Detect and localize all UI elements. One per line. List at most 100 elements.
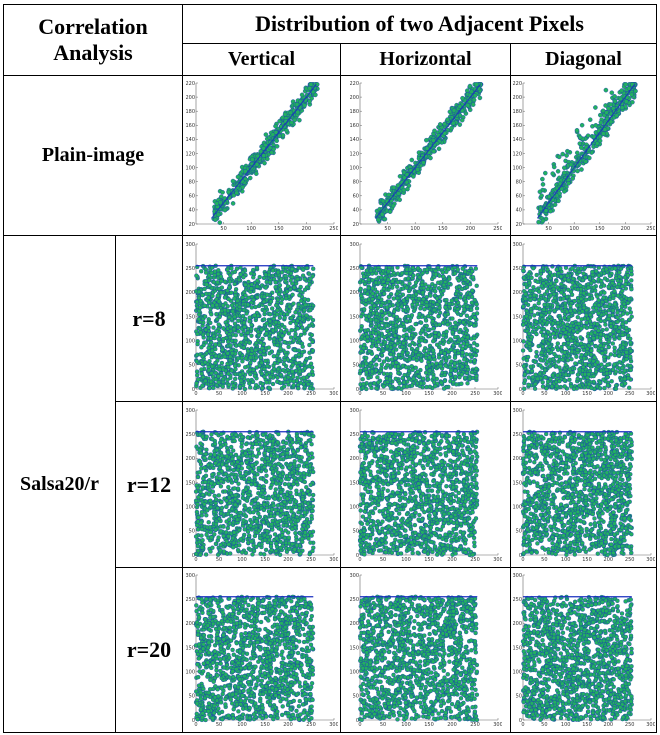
- data-point: [580, 270, 586, 276]
- x-tick-label: 150: [595, 226, 605, 232]
- data-point: [399, 349, 405, 354]
- data-point: [430, 353, 436, 358]
- data-point: [417, 305, 423, 311]
- data-point: [272, 360, 277, 365]
- data-point: [404, 285, 409, 290]
- data-point: [473, 373, 479, 378]
- data-point: [382, 216, 387, 221]
- data-point: [287, 110, 293, 115]
- data-point: [247, 367, 252, 372]
- data-point: [463, 299, 468, 304]
- data-point: [539, 176, 545, 181]
- data-point: [619, 104, 624, 110]
- data-point: [219, 347, 225, 352]
- data-point: [400, 333, 406, 338]
- data-point: [389, 278, 395, 284]
- data-point: [473, 366, 478, 371]
- data-point: [267, 322, 272, 328]
- data-point: [202, 313, 207, 319]
- data-point: [378, 302, 384, 308]
- data-point: [374, 311, 379, 316]
- data-point: [203, 281, 209, 287]
- data-point: [384, 343, 390, 349]
- data-point: [431, 307, 436, 312]
- y-tick-label: 160: [513, 123, 522, 129]
- data-point: [393, 359, 399, 365]
- data-point: [225, 296, 231, 301]
- data-point: [295, 109, 300, 114]
- data-point: [280, 367, 285, 372]
- data-point: [612, 98, 617, 103]
- data-point: [271, 316, 276, 321]
- x-tick-label: 50: [215, 391, 221, 397]
- data-point: [368, 360, 373, 365]
- y-tick-label: 0: [518, 386, 521, 392]
- data-point: [385, 268, 391, 274]
- data-point: [194, 341, 200, 346]
- data-point: [292, 334, 297, 339]
- data-point: [440, 269, 445, 275]
- data-point: [409, 312, 414, 317]
- data-point: [409, 363, 414, 368]
- x-tick-label: 0: [358, 391, 361, 397]
- data-point: [426, 263, 432, 269]
- data-point: [627, 336, 632, 341]
- data-point: [405, 275, 410, 281]
- data-point: [288, 119, 294, 125]
- data-point: [300, 267, 305, 272]
- data-point: [413, 279, 418, 285]
- data-point: [270, 131, 275, 137]
- data-point: [302, 365, 307, 371]
- data-point: [198, 298, 203, 303]
- data-point: [307, 385, 312, 390]
- correlation-table-wrapper: Correlation Analysis Distribution of two…: [2, 4, 658, 733]
- data-point: [423, 370, 428, 375]
- data-point: [215, 271, 220, 276]
- data-point: [259, 327, 264, 332]
- data-point: [227, 279, 232, 284]
- data-point: [254, 277, 260, 283]
- axes: 50 100 150 200 25020406080100120140160180200…: [186, 80, 338, 231]
- data-point: [193, 273, 199, 278]
- correlation-line: [210, 83, 317, 219]
- data-point: [440, 273, 445, 279]
- data-point: [614, 310, 620, 315]
- data-point: [464, 370, 469, 375]
- y-tick-label: 250: [513, 265, 522, 271]
- correlation-table: Correlation Analysis Distribution of two…: [2, 4, 658, 733]
- data-point: [288, 327, 294, 332]
- x-tick-label: 300: [493, 391, 502, 397]
- data-point: [222, 207, 227, 212]
- y-tick-label: 160: [186, 123, 195, 129]
- data-point: [303, 312, 309, 318]
- y-tick-label: 100: [350, 338, 359, 344]
- data-point: [247, 371, 252, 376]
- data-point: [578, 144, 584, 150]
- x-tick-label: 250: [306, 391, 316, 397]
- data-point: [287, 340, 292, 345]
- data-point: [540, 379, 545, 384]
- data-point: [224, 377, 230, 382]
- data-point: [537, 189, 542, 194]
- data-point: [440, 337, 445, 342]
- data-point: [474, 342, 479, 347]
- data-point: [461, 356, 466, 362]
- data-point: [287, 277, 293, 283]
- data-point: [390, 336, 395, 341]
- scatter-points: [210, 81, 320, 225]
- scatter-points: [374, 81, 483, 224]
- data-point: [291, 337, 296, 343]
- data-point: [424, 327, 430, 332]
- data-point: [237, 384, 242, 389]
- data-point: [427, 367, 432, 373]
- data-point: [577, 334, 583, 340]
- data-point: [430, 338, 435, 343]
- data-point: [471, 346, 477, 352]
- y-tick-label: 200: [186, 94, 195, 100]
- data-point: [271, 353, 276, 358]
- data-point: [216, 342, 221, 347]
- data-point: [404, 383, 409, 389]
- data-point: [363, 369, 369, 374]
- data-point: [526, 374, 531, 380]
- x-tick-label: 100: [246, 226, 256, 232]
